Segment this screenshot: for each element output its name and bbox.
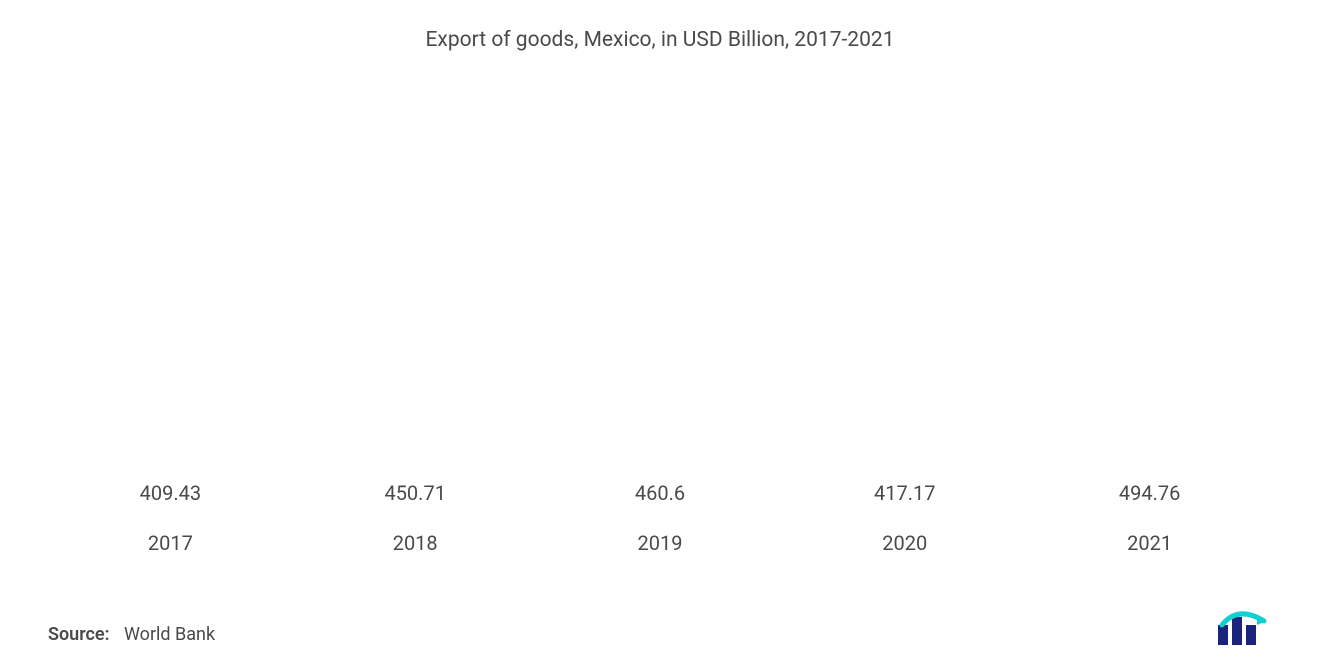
x-axis-label: 2018 (293, 531, 538, 555)
plot-area: 409.43 450.71 460.6 417.17 494.76 (48, 92, 1272, 517)
chart-footer: Source: World Bank (48, 611, 1272, 645)
bar-value-label: 409.43 (140, 481, 201, 505)
bar-value-label: 417.17 (874, 481, 935, 505)
source-attribution: Source: World Bank (48, 624, 215, 645)
x-axis-labels: 20172018201920202021 (48, 531, 1272, 555)
bar-value-label: 450.71 (384, 481, 445, 505)
bar-value-label: 460.6 (635, 481, 685, 505)
bar-slot: 450.71 (293, 481, 538, 517)
source-label: Source: (48, 624, 110, 645)
chart-container: Export of goods, Mexico, in USD Billion,… (0, 0, 1320, 665)
bar-value-label: 494.76 (1119, 481, 1180, 505)
bar-slot: 494.76 (1027, 481, 1272, 517)
bar-slot: 460.6 (538, 481, 783, 517)
bars-row: 409.43 450.71 460.6 417.17 494.76 (48, 92, 1272, 517)
bar-slot: 417.17 (782, 481, 1027, 517)
mordor-logo-icon (1216, 611, 1272, 645)
x-axis-label: 2021 (1027, 531, 1272, 555)
x-axis-label: 2017 (48, 531, 293, 555)
chart-title: Export of goods, Mexico, in USD Billion,… (48, 28, 1272, 52)
x-axis-label: 2019 (538, 531, 783, 555)
x-axis-label: 2020 (782, 531, 1027, 555)
source-value: World Bank (124, 624, 215, 645)
bar-slot: 409.43 (48, 481, 293, 517)
